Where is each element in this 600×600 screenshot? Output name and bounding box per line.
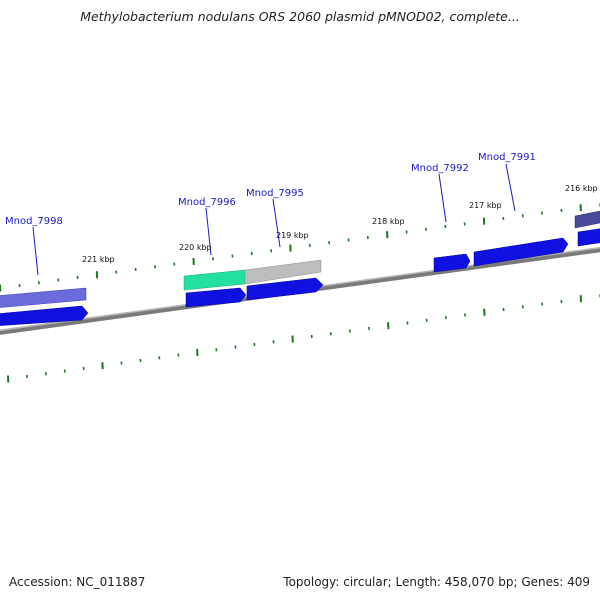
kbp-label-219: 219 kbp (276, 231, 309, 240)
leader-line-mnod-7995 (272, 198, 281, 248)
gene-feature-mnod-7996[interactable] (185, 287, 247, 308)
leader-line-mnod-7991 (505, 163, 516, 212)
topology-summary: Topology: circular; Length: 458,070 bp; … (283, 575, 590, 589)
gene-feature-upper-edge[interactable] (574, 210, 600, 229)
gene-feature-mnod-7995[interactable] (246, 277, 324, 301)
gene-feature-mnod-7998-upper[interactable] (0, 287, 87, 308)
rna-feature-gray[interactable] (244, 259, 322, 285)
gene-feature-mnod-7998-lower[interactable] (0, 305, 89, 326)
gene-label-mnod-7996[interactable]: Mnod_7996 (178, 197, 236, 208)
kbp-label-218: 218 kbp (372, 217, 405, 226)
leader-line-mnod-7998 (32, 226, 39, 276)
map-title: Methylobacterium nodulans ORS 2060 plasm… (80, 9, 520, 24)
kbp-label-221: 221 kbp (82, 255, 115, 264)
leader-line-mnod-7996 (205, 207, 212, 256)
kbp-label-216: 216 kbp (565, 184, 598, 193)
inner-tick-ring (7, 294, 600, 383)
accession-text: Accession: NC_011887 (9, 575, 146, 589)
gene-feature-edge-blue[interactable] (577, 228, 600, 247)
kbp-label-220: 220 kbp (179, 243, 212, 252)
gene-label-mnod-7992[interactable]: Mnod_7992 (411, 163, 469, 174)
rna-feature-green[interactable] (183, 269, 246, 291)
gene-label-mnod-7995[interactable]: Mnod_7995 (246, 188, 304, 199)
gene-feature-mnod-7992[interactable] (433, 253, 471, 273)
gene-label-mnod-7991[interactable]: Mnod_7991 (478, 152, 536, 163)
outer-tick-ring (0, 203, 600, 292)
kbp-label-217: 217 kbp (469, 201, 502, 210)
leader-line-mnod-7992 (438, 173, 447, 223)
gene-feature-mnod-7991[interactable] (473, 237, 569, 267)
gene-label-mnod-7998[interactable]: Mnod_7998 (5, 216, 63, 227)
